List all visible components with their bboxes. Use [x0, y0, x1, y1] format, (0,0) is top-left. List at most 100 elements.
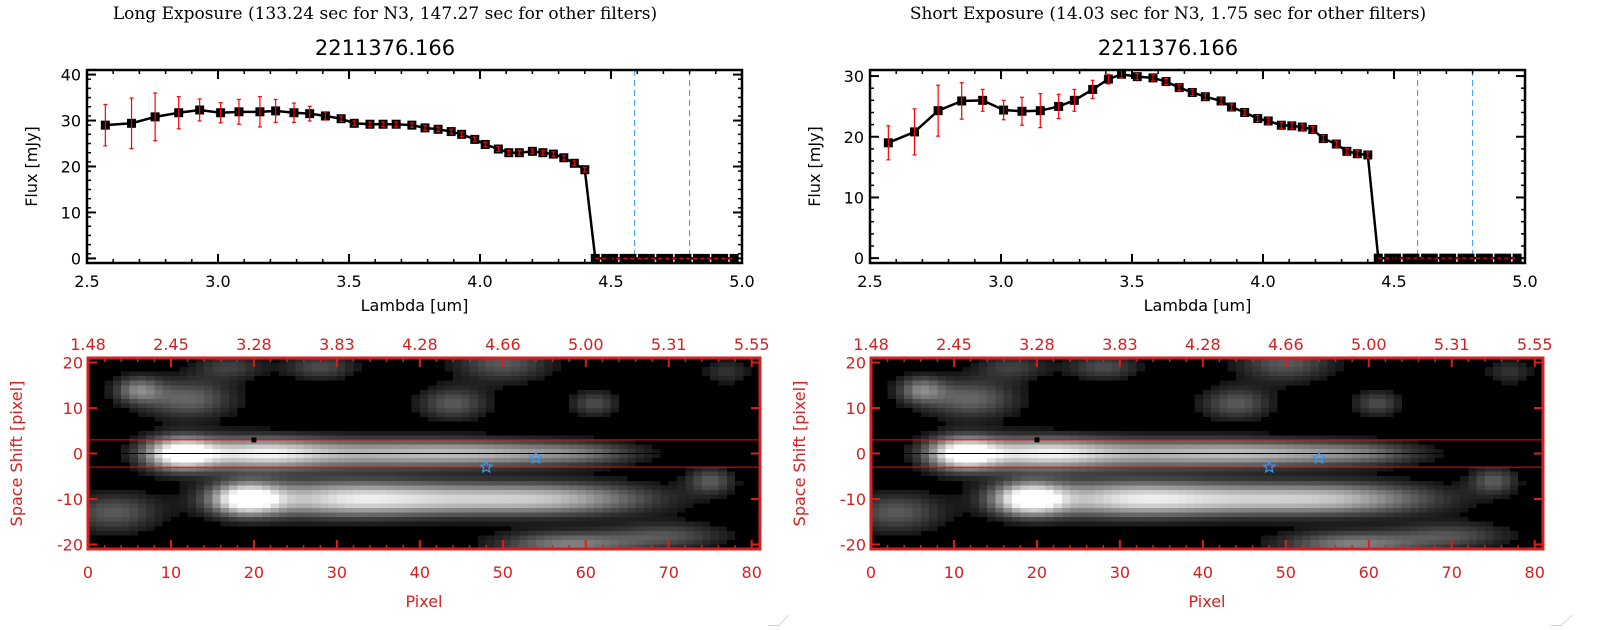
star-marker: [479, 459, 494, 474]
y-tick-label: 30: [61, 112, 81, 131]
y-axis-label: Space Shift [pixel]: [7, 381, 26, 527]
y-tick-label: 0: [73, 445, 83, 464]
error-bar: [381, 121, 386, 128]
top-wavelength-tick-label: 4.28: [402, 335, 438, 354]
error-bar: [912, 108, 917, 156]
x-tick-label: 0: [83, 563, 93, 582]
error-bar: [496, 146, 501, 152]
x-tick-label: 70: [1442, 563, 1462, 582]
top-wavelength-tick-label: 5.55: [1517, 335, 1553, 354]
y-tick-label: 20: [846, 354, 866, 373]
top-wavelength-tick-label: 5.00: [568, 335, 604, 354]
error-bar: [472, 136, 477, 143]
error-bar: [1135, 73, 1140, 81]
long-exposure-panel: Long Exposure (133.24 sec for N3, 147.27…: [0, 0, 790, 630]
error-bar: [1019, 96, 1024, 126]
error-bar: [1289, 122, 1294, 130]
x-tick-label: 5.0: [729, 272, 754, 291]
top-wavelength-tick-label: 2.45: [936, 335, 972, 354]
x-tick-label: 4.5: [1381, 272, 1406, 291]
error-bar: [422, 125, 427, 131]
error-bar: [394, 121, 399, 128]
flux-line: [105, 108, 735, 260]
error-bar: [257, 96, 262, 128]
x-tick-label: 10: [161, 563, 181, 582]
error-bar: [459, 131, 464, 138]
zero-data-point: [1428, 253, 1438, 263]
y-tick-label: 10: [61, 203, 81, 222]
zero-data-point: [674, 253, 684, 263]
plot-frame: [868, 68, 1527, 265]
error-bar: [1001, 99, 1006, 121]
y-tick-label: -10: [840, 490, 866, 509]
panel-title: Short Exposure (14.03 sec for N3, 1.75 s…: [909, 4, 1427, 24]
x-tick-label: 80: [742, 563, 762, 582]
error-bar: [980, 88, 985, 112]
panel-title: Long Exposure (133.24 sec for N3, 147.27…: [112, 4, 658, 24]
x-tick-label: 20: [1027, 563, 1047, 582]
star-marker: [1262, 459, 1277, 474]
x-tick-label: 50: [493, 563, 513, 582]
error-bar: [1255, 114, 1260, 123]
x-axis-label: Lambda [um]: [1144, 296, 1252, 315]
top-wavelength-tick-label: 3.28: [1019, 335, 1055, 354]
error-bar: [153, 92, 158, 142]
x-tick-label: 5.0: [1512, 272, 1537, 291]
top-wavelength-tick-label: 5.31: [651, 335, 687, 354]
error-bar: [197, 98, 202, 122]
error-bar: [129, 97, 134, 150]
spectrum-plot: 2.5 3.0 3.5 4.0 4.5 5.0 0 10 20 30 40 Lambda [um] Fl…: [22, 66, 755, 315]
x-tick-label: 60: [576, 563, 596, 582]
x-tick-label: 3.5: [336, 272, 361, 291]
error-bar: [352, 120, 357, 127]
error-bar: [483, 141, 488, 148]
x-axis-label: Pixel: [1188, 592, 1225, 611]
y-tick-label: 20: [63, 354, 83, 373]
error-bar: [1334, 140, 1339, 148]
marker-square: [251, 437, 257, 443]
x-tick-label: 4.5: [598, 272, 623, 291]
error-bar: [176, 96, 181, 130]
y-tick-label: 0: [854, 249, 864, 268]
error-bar: [1038, 93, 1043, 129]
error-bar: [582, 166, 587, 173]
error-bar: [449, 128, 454, 135]
zero-data-point: [1392, 253, 1402, 263]
top-wavelength-tick-label: 5.55: [734, 335, 770, 354]
error-bar: [1310, 125, 1315, 134]
error-bar: [551, 151, 556, 157]
error-bar: [1242, 108, 1247, 117]
top-wavelength-tick-label: 1.48: [853, 335, 889, 354]
top-wavelength-tick-label: 4.66: [485, 335, 521, 354]
error-bar: [1164, 77, 1169, 86]
error-bar: [1229, 103, 1234, 111]
top-wavelength-tick-label: 5.31: [1434, 335, 1470, 354]
error-bar: [307, 105, 312, 122]
spectral-image-plot: 0 1.48 10 2.45 20 3.28 30 3.83 40 4.28 50 4.66 60 5.0…: [790, 335, 1553, 611]
error-bar: [409, 122, 414, 129]
x-tick-label: 4.0: [1250, 272, 1275, 291]
zero-data-point: [1420, 253, 1430, 263]
top-wavelength-tick-label: 4.66: [1268, 335, 1304, 354]
error-bar: [936, 84, 941, 137]
error-bar: [1279, 121, 1284, 129]
error-bar: [367, 121, 372, 128]
zero-data-point: [692, 253, 702, 263]
x-tick-label: 4.0: [467, 272, 492, 291]
x-tick-label: 40: [410, 563, 430, 582]
error-bar: [517, 149, 522, 156]
marker-square: [1034, 437, 1040, 443]
x-tick-label: 20: [244, 563, 264, 582]
top-wavelength-tick-label: 4.28: [1185, 335, 1221, 354]
error-bar: [1321, 134, 1326, 143]
error-bar: [540, 149, 545, 156]
x-tick-label: 3.0: [205, 272, 230, 291]
x-tick-label: 3.5: [1119, 272, 1144, 291]
error-bar: [1365, 151, 1370, 159]
top-wavelength-tick-label: 2.45: [153, 335, 189, 354]
x-axis-label: Pixel: [405, 592, 442, 611]
error-bar: [1177, 83, 1182, 92]
x-axis-label: Lambda [um]: [361, 296, 469, 315]
